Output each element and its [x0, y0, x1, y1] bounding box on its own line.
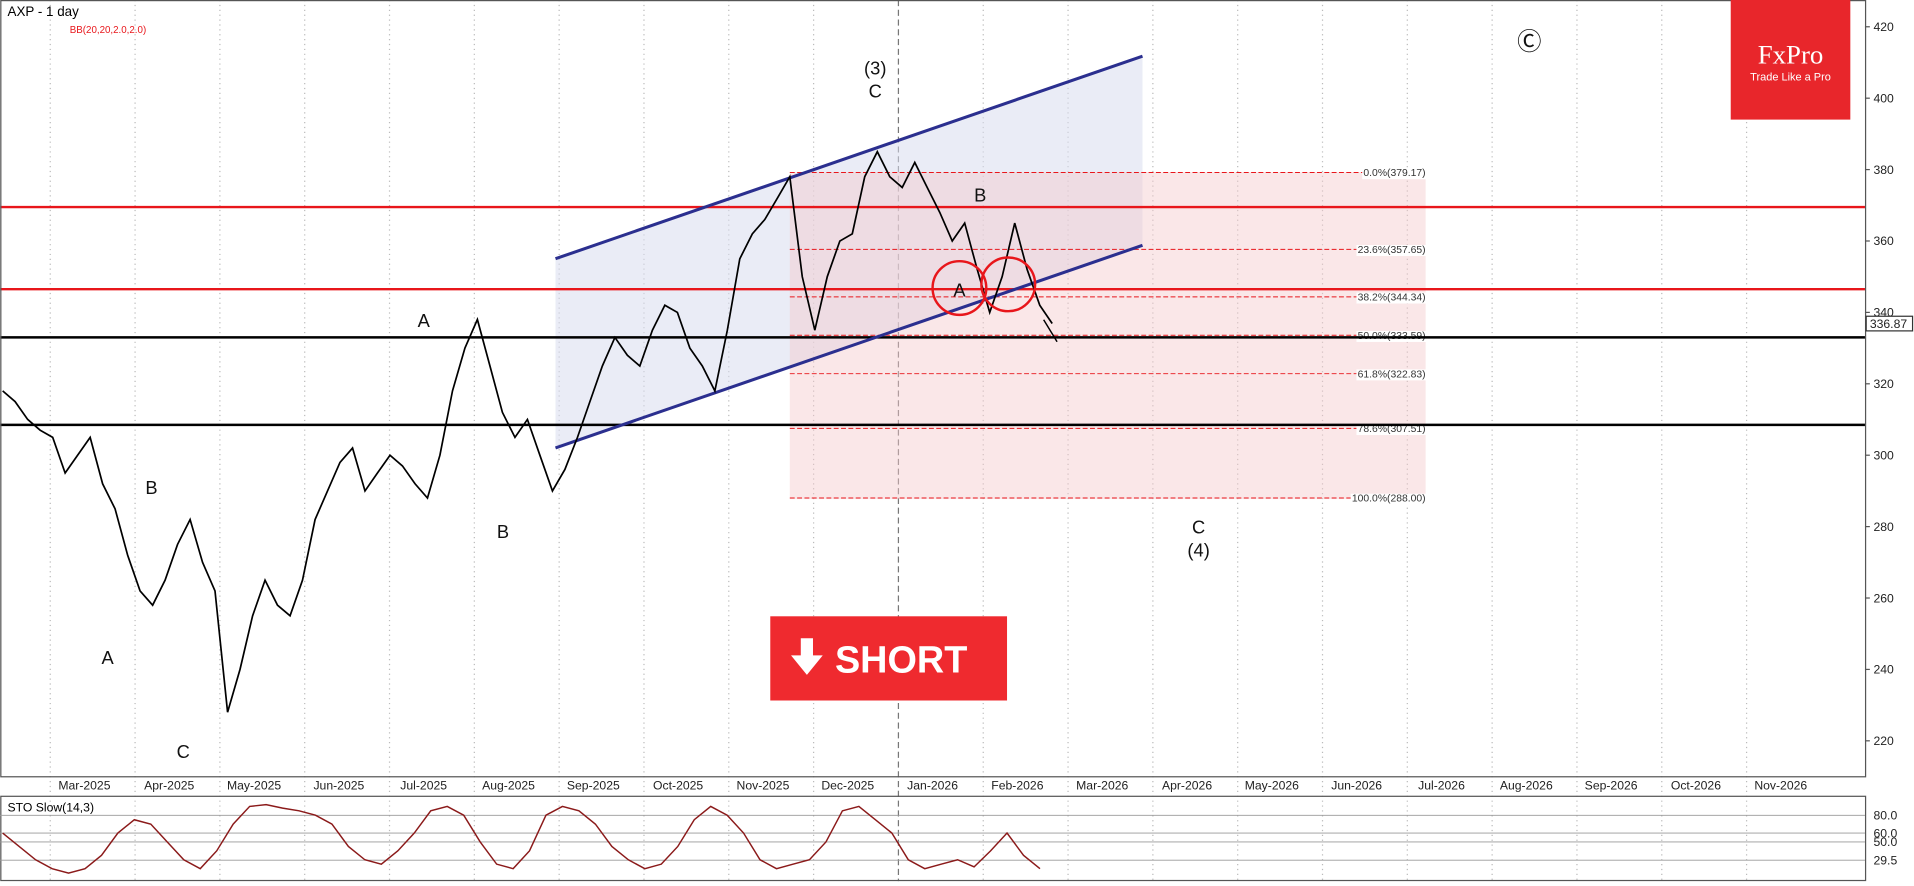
price-group — [2, 149, 1053, 713]
fib-label-bg — [1356, 245, 1427, 257]
x-tick-label: Feb-2026 — [991, 779, 1043, 793]
x-tick-label: Oct-2025 — [653, 779, 703, 793]
plot-border — [0, 0, 1867, 778]
y-tick-label: 320 — [1874, 377, 1895, 391]
stoch-line — [2, 803, 1041, 874]
x-tick-label: Apr-2026 — [1162, 779, 1212, 793]
x-tick-label: Dec-2025 — [821, 779, 874, 793]
wave-label: C — [1192, 516, 1205, 537]
stoch-tick-label: 80.0 — [1874, 809, 1898, 823]
y-tick-label: 400 — [1874, 91, 1895, 105]
logo-box — [1730, 0, 1851, 120]
x-tick-label: May-2025 — [227, 779, 281, 793]
x-tick-label: Sep-2026 — [1585, 779, 1638, 793]
fib-label: 100.0%(288.00) — [1352, 494, 1426, 505]
wave-label: A — [102, 647, 115, 668]
x-tick-label: Nov-2026 — [1754, 779, 1807, 793]
x-tick-label: Jun-2025 — [313, 779, 364, 793]
stoch-tick-label: 60.0 — [1874, 826, 1898, 840]
y-tick-label: 420 — [1874, 20, 1895, 34]
fib-label: 23.6%(357.65) — [1358, 245, 1426, 256]
short-label[interactable]: SHORT — [835, 639, 967, 681]
wave-label: Ⓒ — [1517, 29, 1541, 56]
fib-label: 0.0%(379.17) — [1363, 168, 1425, 179]
y-tick-label: 280 — [1874, 520, 1895, 534]
highlight-circle — [980, 256, 1037, 313]
fib-label-bg — [1356, 424, 1427, 436]
x-tick-label: Jul-2025 — [400, 779, 447, 793]
last-price-box — [1865, 315, 1914, 332]
wave-label: (3) — [864, 57, 886, 78]
last-price-label: 336.87 — [1870, 317, 1907, 331]
x-tick-label: Mar-2026 — [1076, 779, 1128, 793]
wave-label: B — [497, 521, 509, 542]
highlight-circle — [931, 259, 988, 317]
y-tick-label: 260 — [1874, 591, 1895, 605]
x-tick-label: Sep-2025 — [567, 779, 620, 793]
wave-label: C — [177, 741, 190, 762]
y-tick-label: 220 — [1874, 734, 1895, 748]
x-tick-label: Nov-2025 — [737, 779, 790, 793]
fib-label-bg — [1356, 369, 1427, 381]
channel-bottom — [554, 243, 1143, 450]
wave-label: (4) — [1187, 539, 1209, 560]
wave-label: A — [418, 310, 431, 331]
x-tick-label: May-2026 — [1245, 779, 1299, 793]
logo-title: FxPro — [1758, 39, 1824, 69]
fib-label: 61.8%(322.83) — [1358, 369, 1426, 380]
x-tick-label: Jan-2026 — [907, 779, 958, 793]
x-tick-label: Aug-2026 — [1500, 779, 1553, 793]
price-line — [2, 149, 1053, 713]
wave-label: B — [145, 477, 157, 498]
x-tick-label: Jun-2026 — [1331, 779, 1382, 793]
x-tick-label: Aug-2025 — [482, 779, 535, 793]
fib-label: 78.6%(307.51) — [1358, 424, 1426, 435]
fib-label-bg — [1350, 493, 1427, 505]
wave-label: B — [974, 184, 986, 205]
fib-group: 0.0%(379.17)23.6%(357.65)38.2%(344.34)50… — [789, 168, 1427, 505]
short-arrow — [791, 638, 823, 675]
stoch-border — [0, 795, 1867, 882]
y-tick-label: 300 — [1874, 448, 1895, 462]
wave-label: A — [953, 280, 966, 301]
grid — [49, 0, 1748, 882]
x-tick-label: Oct-2026 — [1671, 779, 1721, 793]
fib-label-bg — [1362, 168, 1427, 180]
fib-label: 38.2%(344.34) — [1358, 293, 1426, 304]
wave-label: C — [869, 81, 882, 102]
projection-arrow — [1043, 319, 1058, 343]
logo-tagline: Trade Like a Pro — [1750, 72, 1831, 84]
y-tick-label: 380 — [1874, 163, 1895, 177]
stoch-tick-label: 50.0 — [1874, 835, 1898, 849]
x-tick-label: Mar-2025 — [58, 779, 110, 793]
stoch-tick-label: 29.5 — [1874, 853, 1898, 867]
channel-fill — [555, 56, 1143, 448]
chart-title: AXP - 1 day — [8, 4, 80, 19]
x-tick-label: Jul-2026 — [1418, 779, 1465, 793]
fib-label-bg — [1356, 292, 1427, 304]
indicator-label: BB(20,20,2.0,2.0) — [70, 25, 146, 36]
y-tick-label: 240 — [1874, 663, 1895, 677]
channel-top — [554, 54, 1143, 261]
stoch-title: STO Slow(14,3) — [8, 801, 94, 815]
x-tick-label: Apr-2025 — [144, 779, 194, 793]
y-tick-label: 360 — [1874, 234, 1895, 248]
